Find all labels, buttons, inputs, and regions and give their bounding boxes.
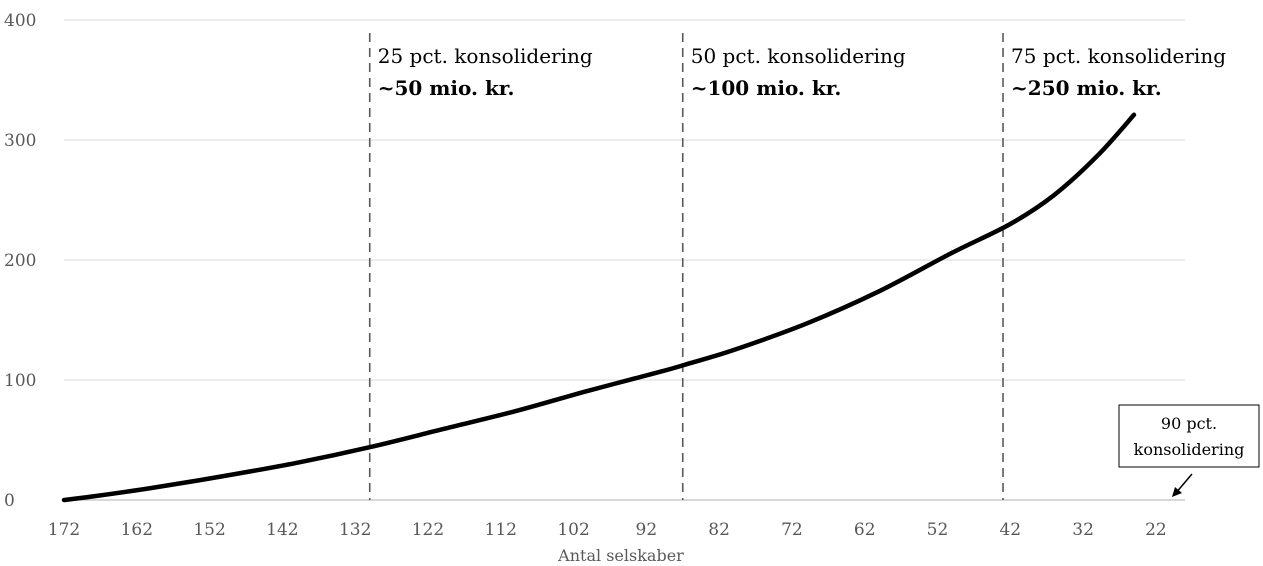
y-tick-label: 200 bbox=[4, 251, 36, 271]
x-tick-label: 62 bbox=[854, 520, 876, 540]
y-tick-label: 400 bbox=[4, 11, 36, 31]
x-tick-label: 162 bbox=[121, 520, 153, 540]
callout-text-line2: konsolidering bbox=[1134, 440, 1245, 459]
threshold-value: ~100 mio. kr. bbox=[691, 76, 842, 100]
x-tick-label: 22 bbox=[1145, 520, 1167, 540]
series-line-1 bbox=[61, 112, 1137, 503]
callout-group: 90 pct. konsolidering bbox=[1118, 404, 1260, 497]
x-tick-label: 42 bbox=[999, 520, 1021, 540]
x-tick-label: 32 bbox=[1072, 520, 1094, 540]
threshold-label: 50 pct. konsolidering bbox=[691, 44, 906, 68]
x-axis-ticks: 172 162 152 142 132 122 112 102 92 82 72 62 52 42 32 22 bbox=[48, 520, 1167, 540]
threshold-value: ~250 mio. kr. bbox=[1011, 76, 1162, 100]
x-tick-label: 132 bbox=[339, 520, 371, 540]
y-tick-label: 0 bbox=[4, 491, 15, 511]
x-tick-label: 152 bbox=[193, 520, 225, 540]
x-tick-label: 172 bbox=[48, 520, 80, 540]
threshold-label: 75 pct. konsolidering bbox=[1011, 44, 1226, 68]
x-tick-label: 92 bbox=[636, 520, 658, 540]
x-tick-label: 82 bbox=[708, 520, 730, 540]
threshold-value: ~50 mio. kr. bbox=[378, 76, 515, 100]
x-tick-label: 102 bbox=[557, 520, 589, 540]
y-tick-label: 100 bbox=[4, 371, 36, 391]
y-axis-ticks: 0 100 200 300 400 bbox=[4, 11, 36, 511]
x-tick-label: 112 bbox=[485, 520, 517, 540]
y-tick-label: 300 bbox=[4, 131, 36, 151]
x-tick-label: 142 bbox=[266, 520, 298, 540]
series-group bbox=[61, 112, 1137, 503]
grid-lines bbox=[64, 19, 1185, 501]
callout-text-line1: 90 pct. bbox=[1161, 414, 1217, 433]
x-tick-label: 122 bbox=[412, 520, 444, 540]
x-tick-label: 52 bbox=[927, 520, 949, 540]
x-tick-label: 72 bbox=[781, 520, 803, 540]
callout-arrow-head bbox=[1172, 487, 1182, 497]
threshold-label: 25 pct. konsolidering bbox=[378, 44, 593, 68]
x-axis-label: Antal selskaber bbox=[557, 546, 684, 565]
callout-box bbox=[1118, 404, 1260, 468]
threshold-lines: 25 pct. konsolidering ~50 mio. kr. 50 pct.… bbox=[368, 33, 1226, 500]
